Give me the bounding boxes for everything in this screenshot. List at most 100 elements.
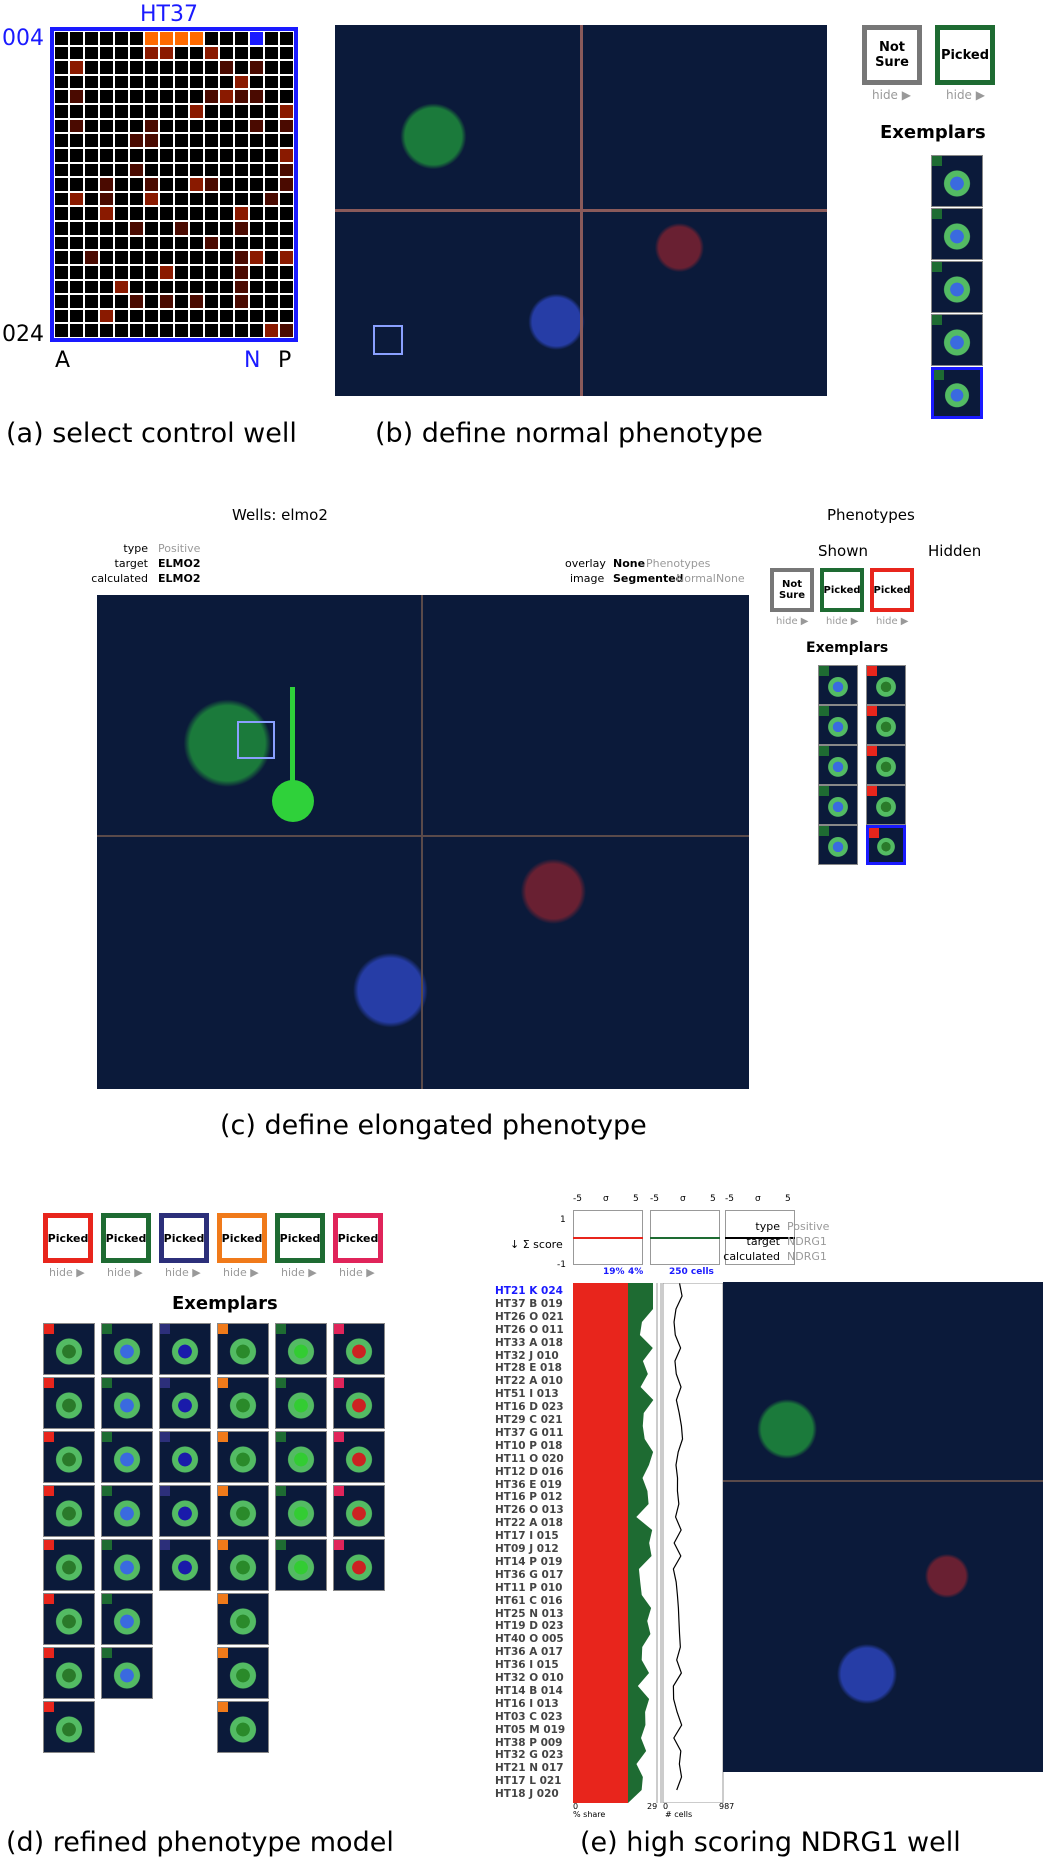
hide-toggle-1[interactable]: hide ▶ xyxy=(872,88,911,102)
well-row[interactable]: HT12 D 016 xyxy=(495,1465,564,1478)
phenotype-picked-button[interactable]: Picked xyxy=(101,1213,151,1263)
plate-well[interactable] xyxy=(69,323,84,338)
plate-well[interactable] xyxy=(249,104,264,119)
well-row[interactable]: HT14 B 014 xyxy=(495,1684,563,1697)
plate-well[interactable] xyxy=(114,250,129,265)
plate-well[interactable] xyxy=(264,250,279,265)
plate-well[interactable] xyxy=(159,45,174,61)
plate-well[interactable] xyxy=(249,206,264,222)
well-row[interactable]: HT09 J 012 xyxy=(495,1543,559,1555)
exemplar-tile[interactable] xyxy=(43,1701,95,1753)
plate-well[interactable] xyxy=(114,60,129,75)
well-row[interactable]: HT10 P 018 xyxy=(495,1439,563,1452)
plate-well[interactable] xyxy=(249,308,264,324)
exemplar-tile[interactable] xyxy=(217,1431,269,1483)
plate-well[interactable] xyxy=(249,89,264,105)
plate-well[interactable] xyxy=(114,264,129,280)
plate-well[interactable] xyxy=(249,294,264,309)
plate-well[interactable] xyxy=(54,60,69,75)
plate-well[interactable] xyxy=(159,308,174,324)
exemplar-tile[interactable] xyxy=(275,1485,327,1537)
plate-well[interactable] xyxy=(99,279,114,295)
plate-well[interactable] xyxy=(279,31,294,46)
plate-well[interactable] xyxy=(219,89,234,105)
exemplar-tile[interactable] xyxy=(866,705,906,745)
exemplar-tile[interactable] xyxy=(101,1485,153,1537)
plate-grid[interactable] xyxy=(50,27,298,342)
plate-well[interactable] xyxy=(249,221,264,236)
well-row[interactable]: HT16 I 013 xyxy=(495,1697,559,1710)
plate-well[interactable] xyxy=(264,31,279,46)
plate-well[interactable] xyxy=(204,264,219,280)
plate-well[interactable] xyxy=(69,31,84,46)
plate-well[interactable] xyxy=(129,250,144,265)
exemplar-tile[interactable] xyxy=(217,1539,269,1591)
plate-well[interactable] xyxy=(69,60,84,75)
plate-well[interactable] xyxy=(264,235,279,251)
plate-well[interactable] xyxy=(279,294,294,309)
plate-well[interactable] xyxy=(54,118,69,134)
exemplar-tile[interactable] xyxy=(931,314,983,366)
plate-well[interactable] xyxy=(174,31,189,46)
plate-well[interactable] xyxy=(69,177,84,192)
plate-well[interactable] xyxy=(159,162,174,178)
plate-well[interactable] xyxy=(129,147,144,163)
plate-well[interactable] xyxy=(54,308,69,324)
plate-well[interactable] xyxy=(249,74,264,90)
exemplar-tile[interactable] xyxy=(931,261,983,313)
plate-well[interactable] xyxy=(219,147,234,163)
exemplar-tile[interactable] xyxy=(333,1377,385,1429)
plate-well[interactable] xyxy=(204,177,219,192)
plate-well[interactable] xyxy=(234,264,249,280)
plate-well[interactable] xyxy=(159,31,174,46)
exemplar-tile[interactable] xyxy=(818,745,858,785)
plate-well[interactable] xyxy=(204,89,219,105)
well-row[interactable]: HT17 L 021 xyxy=(495,1775,562,1788)
plate-well[interactable] xyxy=(84,147,99,163)
image-option-normal[interactable]: Normal xyxy=(676,572,716,585)
plate-well[interactable] xyxy=(234,74,249,90)
plate-well[interactable] xyxy=(99,323,114,338)
plate-well[interactable] xyxy=(234,31,249,46)
plate-well[interactable] xyxy=(189,294,204,309)
exemplar-tile[interactable] xyxy=(159,1377,211,1429)
plate-well[interactable] xyxy=(129,206,144,222)
plate-well[interactable] xyxy=(249,323,264,338)
exemplar-tile[interactable] xyxy=(159,1431,211,1483)
plate-well[interactable] xyxy=(54,235,69,251)
plate-well[interactable] xyxy=(234,308,249,324)
plate-well[interactable] xyxy=(249,133,264,148)
exemplar-tile[interactable] xyxy=(43,1377,95,1429)
exemplar-tile[interactable] xyxy=(866,665,906,705)
hide-toggle[interactable]: hide ▶ xyxy=(165,1266,201,1279)
plate-well[interactable] xyxy=(129,31,144,46)
plate-well[interactable] xyxy=(204,45,219,61)
plate-well[interactable] xyxy=(204,133,219,148)
well-row[interactable]: HT21 N 017 xyxy=(495,1762,564,1775)
plate-well[interactable] xyxy=(189,279,204,295)
hide-toggle[interactable]: hide ▶ xyxy=(49,1266,85,1279)
plate-well[interactable] xyxy=(114,221,129,236)
plate-well[interactable] xyxy=(174,206,189,222)
exemplar-tile[interactable] xyxy=(159,1485,211,1537)
plate-well[interactable] xyxy=(84,191,99,207)
plate-well[interactable] xyxy=(99,89,114,105)
plate-well[interactable] xyxy=(264,221,279,236)
plate-well[interactable] xyxy=(159,264,174,280)
plate-well[interactable] xyxy=(204,191,219,207)
plate-well[interactable] xyxy=(219,206,234,222)
plate-well[interactable] xyxy=(144,308,159,324)
well-row[interactable]: HT22 A 010 xyxy=(495,1375,563,1388)
plate-well[interactable] xyxy=(99,118,114,134)
plate-well[interactable] xyxy=(129,89,144,105)
plate-well[interactable] xyxy=(174,147,189,163)
exemplar-tile[interactable] xyxy=(101,1377,153,1429)
plate-well[interactable] xyxy=(159,323,174,338)
plate-well[interactable] xyxy=(144,147,159,163)
plate-well[interactable] xyxy=(249,279,264,295)
plate-well[interactable] xyxy=(54,45,69,61)
plate-well[interactable] xyxy=(54,133,69,148)
plate-well[interactable] xyxy=(54,74,69,90)
plate-well[interactable] xyxy=(159,191,174,207)
plate-well[interactable] xyxy=(69,250,84,265)
